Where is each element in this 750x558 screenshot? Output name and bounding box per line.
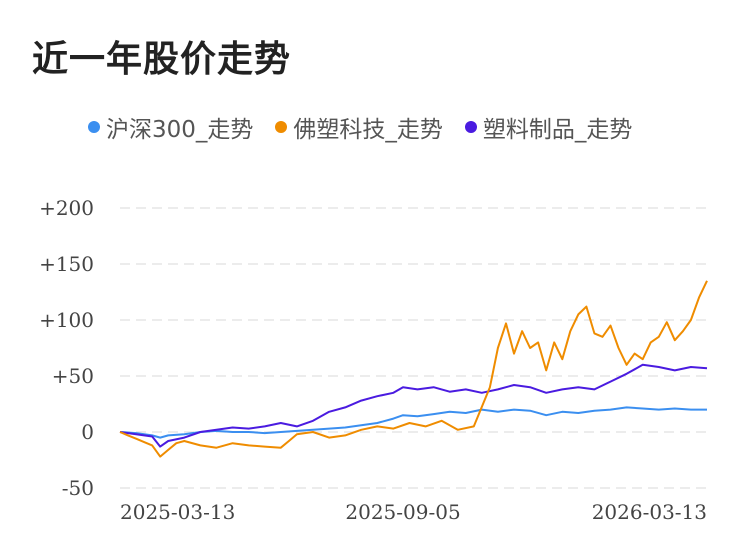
y-tick-label: +200 <box>39 196 94 220</box>
legend-label-plastic: 塑料制品_走势 <box>482 117 633 143</box>
x-tick-label: 2025-09-05 <box>345 500 460 524</box>
legend-item-fosu[interactable]: 佛塑科技_走势 <box>275 110 443 144</box>
y-tick-label: +100 <box>39 308 94 332</box>
y-tick-label: -50 <box>62 476 94 500</box>
legend-dot-plastic <box>464 121 477 133</box>
x-tick-label: 2026-03-13 <box>592 500 707 524</box>
y-tick-label: +50 <box>52 364 94 388</box>
legend-item-plastic[interactable]: 塑料制品_走势 <box>464 110 633 144</box>
legend-label-fosu: 佛塑科技_走势 <box>293 117 443 143</box>
legend: 沪深300_走势 佛塑科技_走势 塑料制品_走势 <box>88 110 632 144</box>
legend-dot-fosu <box>275 121 288 133</box>
series-line-1 <box>119 280 708 458</box>
y-tick-label: +150 <box>39 252 94 276</box>
legend-item-hs300[interactable]: 沪深300_走势 <box>88 110 253 144</box>
x-tick-label: 2025-03-13 <box>120 500 235 524</box>
y-tick-label: 0 <box>81 420 94 444</box>
legend-dot-hs300 <box>88 121 100 133</box>
series-line-2 <box>119 363 708 448</box>
series-line-0 <box>119 406 707 439</box>
page-title: 近一年股价走势 <box>32 39 292 80</box>
legend-label-hs300: 沪深300_走势 <box>106 117 254 143</box>
